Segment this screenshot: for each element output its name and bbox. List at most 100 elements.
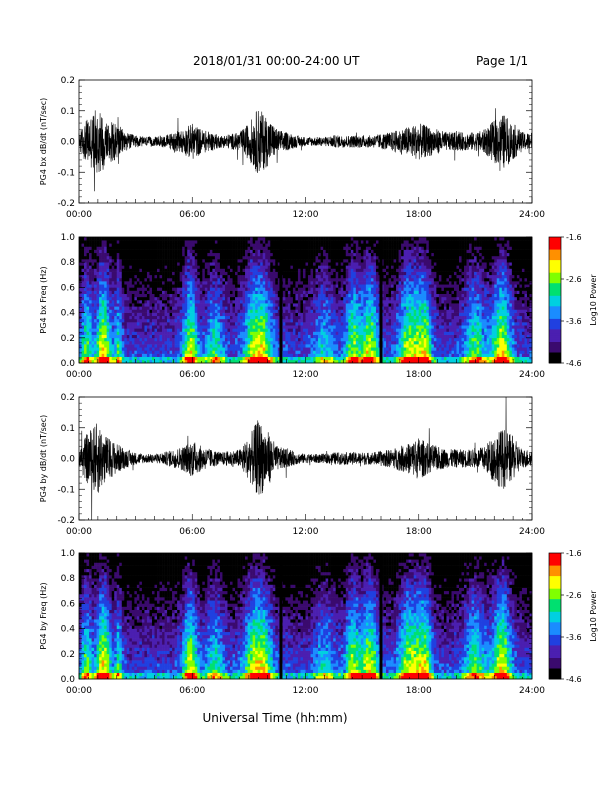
spectrogram-cell bbox=[122, 303, 125, 306]
spectrogram-cell bbox=[343, 262, 346, 265]
spectrogram-cell bbox=[124, 328, 127, 331]
spectrogram-cell bbox=[202, 291, 205, 294]
spectrogram-cell bbox=[255, 341, 258, 344]
spectrogram-cell bbox=[343, 253, 346, 256]
spectrogram-cell bbox=[197, 328, 200, 331]
spectrogram-cell bbox=[222, 300, 225, 303]
spectrogram-cell bbox=[308, 313, 311, 316]
spectrogram-cell bbox=[298, 300, 301, 303]
spectrogram-cell bbox=[207, 306, 210, 309]
spectrogram-cell bbox=[119, 240, 122, 243]
spectrogram-cell bbox=[338, 275, 341, 278]
spectrogram-cell bbox=[162, 284, 165, 287]
spectrogram-cell bbox=[225, 332, 228, 335]
spectrogram-cell bbox=[124, 243, 127, 246]
spectrogram-cell bbox=[356, 278, 359, 281]
spectrogram-cell bbox=[283, 357, 286, 360]
spectrogram-cell bbox=[270, 256, 273, 259]
spectrogram-cell bbox=[306, 294, 309, 297]
spectrogram-cell bbox=[260, 319, 263, 322]
spectrogram-cell bbox=[144, 328, 147, 331]
spectrogram-cell bbox=[222, 278, 225, 281]
spectrogram-cell bbox=[89, 300, 92, 303]
spectrogram-cell bbox=[356, 284, 359, 287]
spectrogram-cell bbox=[99, 281, 102, 284]
spectrogram-cell bbox=[363, 291, 366, 294]
spectrogram-cell bbox=[353, 262, 356, 265]
spectrogram-cell bbox=[233, 335, 236, 338]
spectrogram-cell bbox=[217, 246, 220, 249]
spectrogram-cell bbox=[306, 256, 309, 259]
spectrogram-cell bbox=[220, 300, 223, 303]
spectrogram-cell bbox=[195, 269, 198, 272]
spectrogram-cell bbox=[376, 265, 379, 268]
spectrogram-cell bbox=[185, 278, 188, 281]
spectrogram-cell bbox=[165, 341, 168, 344]
spectrogram-cell bbox=[212, 250, 215, 253]
spectrogram-cell bbox=[94, 313, 97, 316]
spectrogram-cell bbox=[316, 357, 319, 360]
spectrogram-cell bbox=[376, 309, 379, 312]
spectrogram-cell bbox=[290, 303, 293, 306]
spectrogram-cell bbox=[79, 354, 82, 357]
spectrogram-cell bbox=[89, 322, 92, 325]
spectrogram-cell bbox=[197, 262, 200, 265]
spectrogram-cell bbox=[175, 284, 178, 287]
spectrogram-cell bbox=[167, 246, 170, 249]
spectrogram-cell bbox=[230, 287, 233, 290]
spectrogram-cell bbox=[331, 246, 334, 249]
spectrogram-cell bbox=[273, 319, 276, 322]
spectrogram-cell bbox=[298, 357, 301, 360]
spectrogram-cell bbox=[149, 243, 152, 246]
spectrogram-cell bbox=[275, 294, 278, 297]
spectrogram-cell bbox=[197, 319, 200, 322]
spectrogram-cell bbox=[124, 259, 127, 262]
spectrogram-cell bbox=[328, 269, 331, 272]
spectrogram-cell bbox=[172, 322, 175, 325]
spectrogram-cell bbox=[207, 281, 210, 284]
spectrogram-cell bbox=[306, 253, 309, 256]
spectrogram-cell bbox=[220, 291, 223, 294]
spectrogram-cell bbox=[102, 306, 105, 309]
spectrogram-cell bbox=[336, 256, 339, 259]
spectrogram-cell bbox=[119, 243, 122, 246]
spectrogram-cell bbox=[326, 338, 329, 341]
y-tick-label: 0.0 bbox=[61, 138, 76, 148]
spectrogram-cell bbox=[265, 325, 268, 328]
spectrogram-cell bbox=[170, 287, 173, 290]
spectrogram-cell bbox=[225, 325, 228, 328]
spectrogram-cell bbox=[248, 256, 251, 259]
spectrogram-cell bbox=[185, 284, 188, 287]
spectrogram-cell bbox=[132, 281, 135, 284]
spectrogram-cell bbox=[275, 325, 278, 328]
spectrogram-cell bbox=[318, 287, 321, 290]
spectrogram-cell bbox=[185, 350, 188, 353]
spectrogram-cell bbox=[313, 246, 316, 249]
spectrogram-cell bbox=[298, 332, 301, 335]
spectrogram-cell bbox=[353, 297, 356, 300]
spectrogram-cell bbox=[112, 313, 115, 316]
spectrogram-cell bbox=[311, 272, 314, 275]
spectrogram-cell bbox=[298, 341, 301, 344]
spectrogram-cell bbox=[117, 284, 120, 287]
spectrogram-cell bbox=[119, 328, 122, 331]
spectrogram-cell bbox=[348, 253, 351, 256]
spectrogram-cell bbox=[356, 246, 359, 249]
spectrogram-cell bbox=[275, 256, 278, 259]
spectrogram-cell bbox=[180, 332, 183, 335]
spectrogram-cell bbox=[112, 354, 115, 357]
spectrogram-cell bbox=[92, 287, 95, 290]
spectrogram-cell bbox=[245, 332, 248, 335]
spectrogram-cell bbox=[102, 287, 105, 290]
spectrogram-cell bbox=[230, 256, 233, 259]
spectrogram-cell bbox=[94, 291, 97, 294]
spectrogram-cell bbox=[240, 303, 243, 306]
spectrogram-cell bbox=[170, 309, 173, 312]
spectrogram-cell bbox=[288, 319, 291, 322]
spectrogram-cell bbox=[240, 300, 243, 303]
spectrogram-cell bbox=[308, 294, 311, 297]
spectrogram-cell bbox=[283, 338, 286, 341]
spectrogram-cell bbox=[376, 306, 379, 309]
spectrogram-cell bbox=[361, 269, 364, 272]
